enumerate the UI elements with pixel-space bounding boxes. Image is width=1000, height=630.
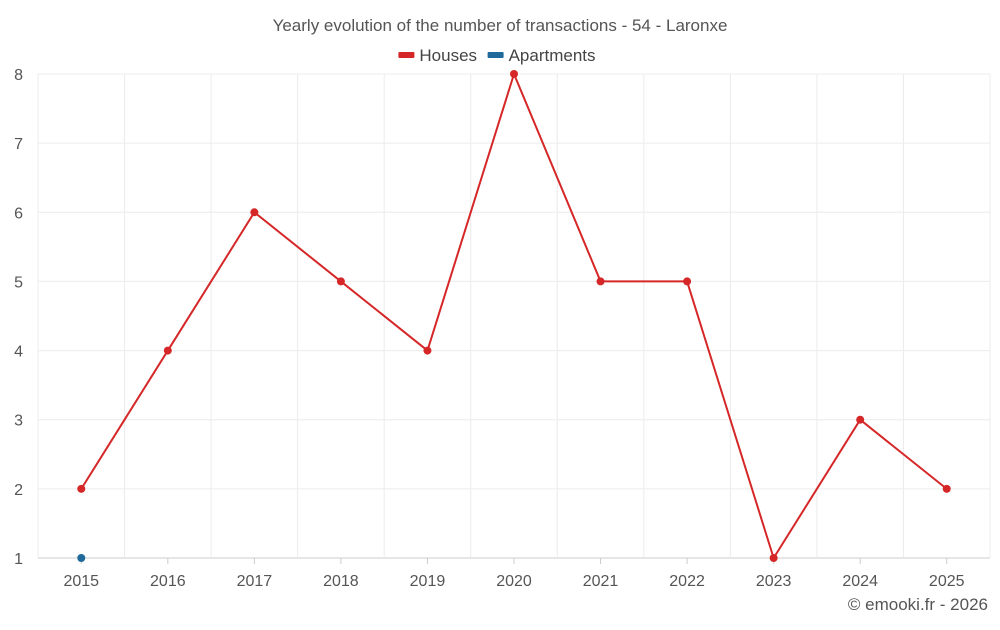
y-axis: 1 2 3 4 5 6 7 8 — [14, 67, 23, 568]
houses-point — [423, 346, 432, 355]
houses-point — [769, 554, 778, 562]
houses-point — [683, 277, 692, 286]
y-tick-label: 7 — [14, 136, 23, 153]
legend-label-apartments: Apartments — [509, 46, 596, 65]
chart-title: Yearly evolution of the number of transa… — [273, 16, 728, 35]
houses-point — [856, 415, 865, 424]
houses-point — [163, 346, 172, 355]
y-tick-label: 4 — [14, 344, 23, 361]
credit-text: © emooki.fr - 2026 — [848, 595, 988, 614]
houses-point — [942, 484, 951, 493]
x-tick-label: 2017 — [237, 573, 273, 590]
legend: Houses Apartments — [398, 46, 596, 65]
y-tick-label: 5 — [14, 274, 23, 291]
x-tick-label: 2019 — [410, 573, 446, 590]
y-tick-label: 6 — [14, 205, 23, 222]
houses-point — [336, 277, 345, 286]
x-tick-label: 2016 — [150, 573, 186, 590]
y-tick-label: 2 — [14, 482, 23, 499]
y-tick-label: 1 — [14, 551, 23, 568]
x-tick-label: 2024 — [842, 573, 878, 590]
x-tick-label: 2020 — [496, 573, 532, 590]
x-tick-label: 2025 — [929, 573, 965, 590]
series-layer — [77, 70, 951, 562]
y-tick-label: 8 — [14, 67, 23, 84]
x-tick-label: 2021 — [583, 573, 619, 590]
legend-swatch-apartments — [487, 52, 504, 58]
houses-point — [596, 277, 605, 286]
x-tick-label: 2022 — [669, 573, 705, 590]
y-tick-label: 3 — [14, 413, 23, 430]
legend-swatch-houses — [398, 52, 415, 58]
x-tick-label: 2023 — [756, 573, 792, 590]
legend-label-houses: Houses — [419, 46, 477, 65]
houses-point — [510, 70, 518, 78]
x-tick-label: 2018 — [323, 573, 359, 590]
grid — [37, 73, 991, 559]
apartments-point — [77, 554, 86, 562]
houses-point — [77, 484, 86, 493]
x-tick-label: 2015 — [63, 573, 99, 590]
x-axis: 2015 2016 2017 2018 2019 2020 2021 2022 2023 2024… — [63, 558, 965, 590]
houses-point — [250, 208, 259, 217]
